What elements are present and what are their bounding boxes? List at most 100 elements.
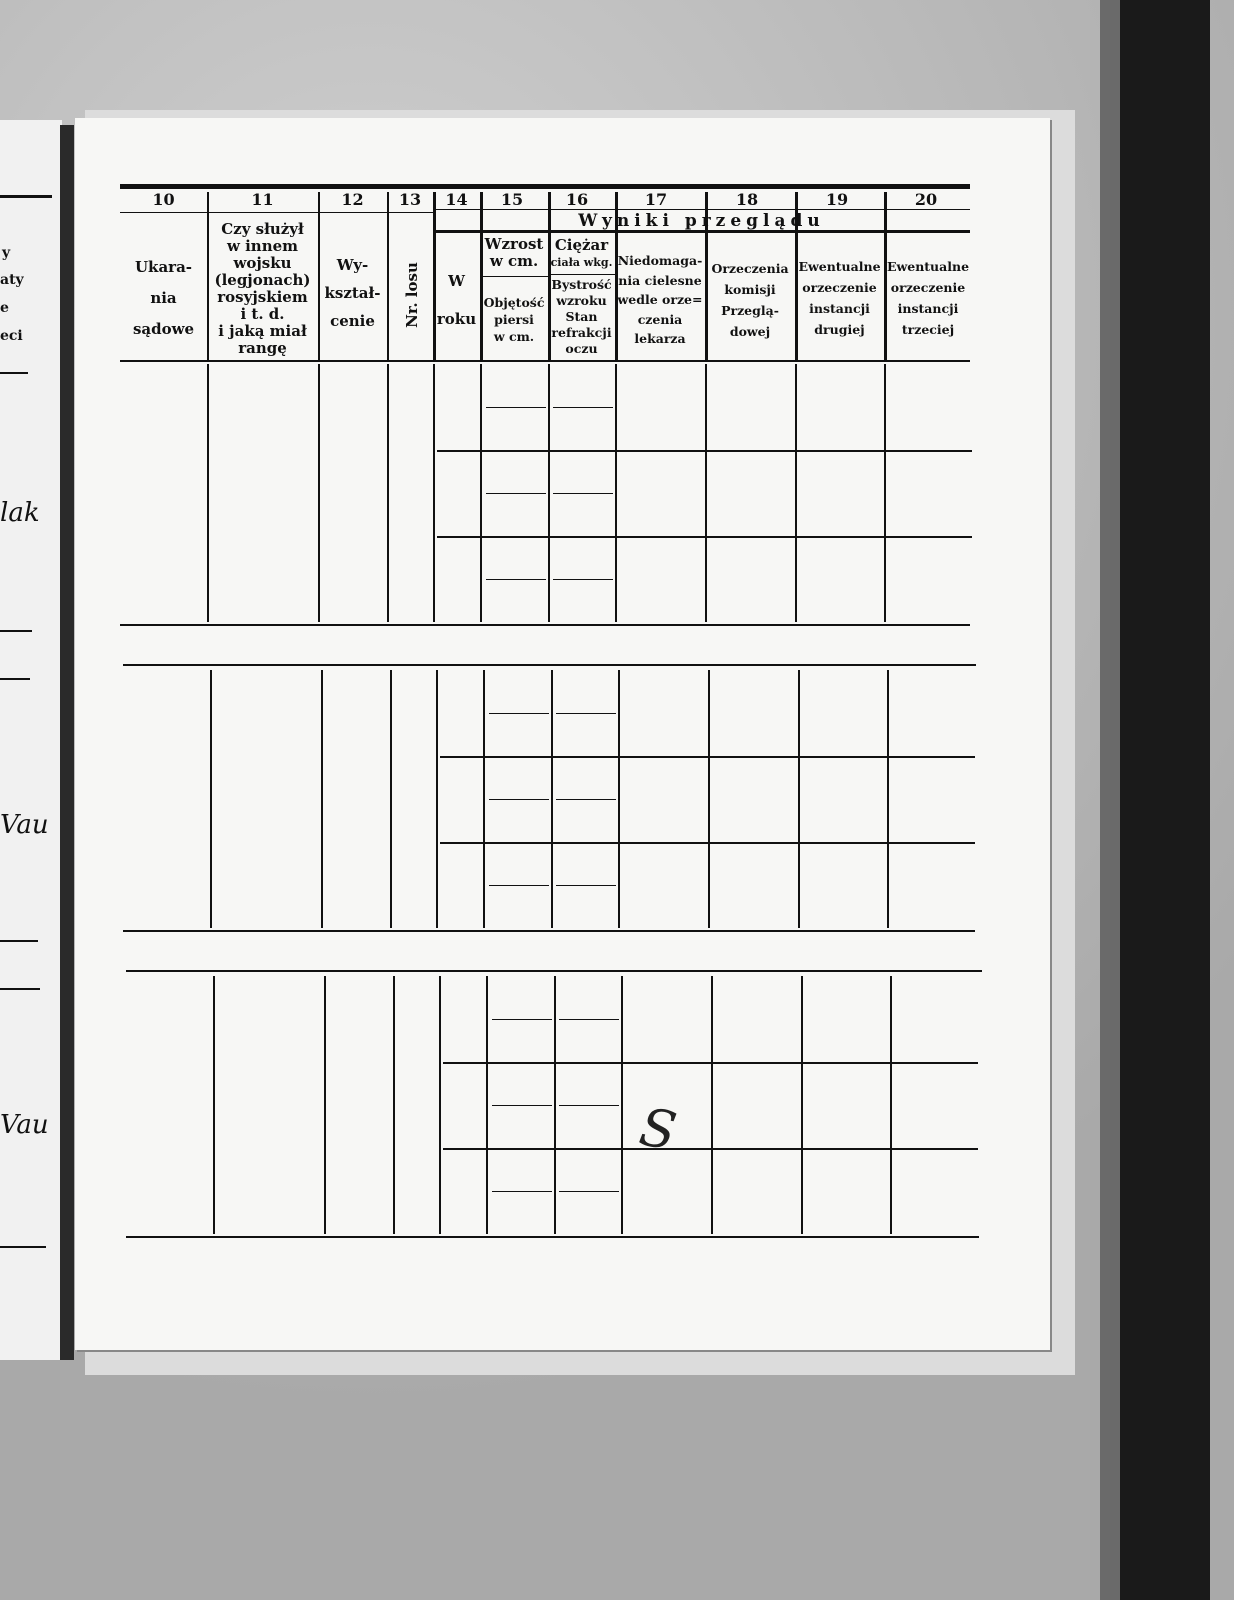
- column-rule: [387, 192, 389, 360]
- column-rule: [436, 670, 438, 928]
- sub-row-rule: [437, 536, 972, 538]
- column-rule: [548, 192, 551, 360]
- header-lot-number-text: Nr. losu: [403, 262, 421, 328]
- column-rule: [708, 670, 710, 928]
- column-rule: [393, 976, 395, 1234]
- header-height: Wzrost w cm.: [484, 235, 544, 270]
- sub-row-rule: [440, 756, 975, 758]
- top-thick-rule: [120, 184, 970, 189]
- column-rule: [801, 976, 803, 1234]
- header-second-instance: Ewentualne orzeczenie instancji drugiej: [798, 259, 881, 337]
- column-number: 16: [565, 190, 589, 209]
- column-rule: [480, 364, 482, 622]
- scan-edge-dark: [1120, 0, 1210, 1600]
- column-rule: [486, 976, 488, 1234]
- column-number: 20: [914, 190, 938, 209]
- header-weight-unit: ciała wkg.: [550, 256, 613, 269]
- column-rule: [433, 192, 436, 360]
- sub-row-rule: [437, 450, 972, 452]
- column-rule: [321, 670, 323, 928]
- column-rule: [439, 976, 441, 1234]
- sub-row-thin-rule: [556, 885, 616, 886]
- horizontal-rule: [433, 209, 970, 210]
- left-page: y aty e eci lak Vau Vau: [0, 120, 62, 1360]
- header-physical-ailments: Niedomaga- nia cielesne wedle orze= czen…: [617, 253, 703, 346]
- sub-row-thin-rule: [556, 713, 616, 714]
- header-education: Wy- kształ- cenie: [324, 256, 381, 330]
- left-header-fragment: y: [2, 245, 11, 261]
- column-rule: [705, 192, 708, 360]
- sub-row-thin-rule: [553, 493, 613, 494]
- sub-row-rule: [443, 1148, 978, 1150]
- left-header-fragment: e: [0, 300, 9, 316]
- sub-row-thin-rule: [492, 1191, 552, 1192]
- sub-row-thin-rule: [486, 579, 546, 580]
- column-rule: [548, 364, 550, 622]
- column-rule: [615, 364, 617, 622]
- column-rule: [798, 670, 800, 928]
- sub-row-thin-rule: [556, 799, 616, 800]
- column-rule: [554, 976, 556, 1234]
- horizontal-rule: [387, 212, 433, 213]
- column-rule: [884, 364, 886, 622]
- sub-row-rule: [443, 1062, 978, 1064]
- column-rule: [483, 670, 485, 928]
- header-year: W roku: [436, 272, 477, 328]
- block-top-rule: [123, 664, 976, 666]
- column-number: 18: [735, 190, 759, 209]
- block-top-rule: [126, 970, 982, 972]
- column-number: 19: [825, 190, 849, 209]
- column-rule: [318, 364, 320, 622]
- book-spine: [60, 125, 74, 1360]
- column-rule: [433, 364, 435, 622]
- column-rule: [795, 192, 798, 360]
- sub-row-thin-rule: [492, 1105, 552, 1106]
- column-rule: [615, 192, 618, 360]
- header-other-army-service: Czy służył w innem wojsku (legjonach) ro…: [214, 220, 311, 357]
- handwritten-entry: Vau: [0, 1110, 49, 1140]
- left-header-fragment: aty: [0, 272, 24, 288]
- column-rule: [621, 976, 623, 1234]
- column-number: 10: [152, 190, 175, 209]
- column-rule: [210, 670, 212, 928]
- sub-row-thin-rule: [489, 713, 549, 714]
- sub-row-thin-rule: [559, 1019, 619, 1020]
- column-rule: [705, 364, 707, 622]
- group-title-rule: [433, 230, 970, 233]
- horizontal-rule: [480, 276, 548, 277]
- column-rule: [887, 670, 889, 928]
- horizontal-rule: [548, 274, 615, 275]
- sub-row-thin-rule: [486, 407, 546, 408]
- column-number: 17: [644, 190, 668, 209]
- column-number: 15: [500, 190, 524, 209]
- horizontal-rule: [120, 212, 207, 213]
- horizontal-rule: [318, 212, 387, 213]
- left-header-fragment: eci: [0, 328, 23, 344]
- column-number: 11: [251, 190, 274, 209]
- header-third-instance: Ewentualne orzeczenie instancji trzeciej: [886, 259, 970, 337]
- sub-row-thin-rule: [559, 1105, 619, 1106]
- header-eyesight: Bystrość wzroku Stan refrakcji oczu: [551, 277, 612, 356]
- column-rule: [884, 192, 887, 360]
- column-rule: [618, 670, 620, 928]
- column-rule: [711, 976, 713, 1234]
- sub-row-thin-rule: [486, 493, 546, 494]
- sub-row-rule: [440, 842, 975, 844]
- header-lot-number: Nr. losu: [392, 255, 432, 335]
- header-punishments: Ukara- nia sądowe: [132, 258, 195, 338]
- block-bottom-rule: [123, 930, 975, 932]
- handwritten-entry: lak: [0, 498, 40, 528]
- sub-row-thin-rule: [489, 799, 549, 800]
- column-rule: [324, 976, 326, 1234]
- header-commission-ruling: Orzeczenia komisji Przeglą- dowej: [711, 261, 789, 339]
- sub-row-thin-rule: [553, 579, 613, 580]
- sub-row-thin-rule: [553, 407, 613, 408]
- column-rule: [795, 364, 797, 622]
- block-bottom-rule: [126, 1236, 979, 1238]
- column-rule: [207, 364, 209, 622]
- column-rule: [318, 192, 320, 360]
- group-title: Wyniki przeglądu: [578, 211, 825, 231]
- column-number: 13: [398, 190, 422, 209]
- block-bottom-rule: [120, 624, 970, 626]
- handwritten-entry: Vau: [0, 810, 49, 840]
